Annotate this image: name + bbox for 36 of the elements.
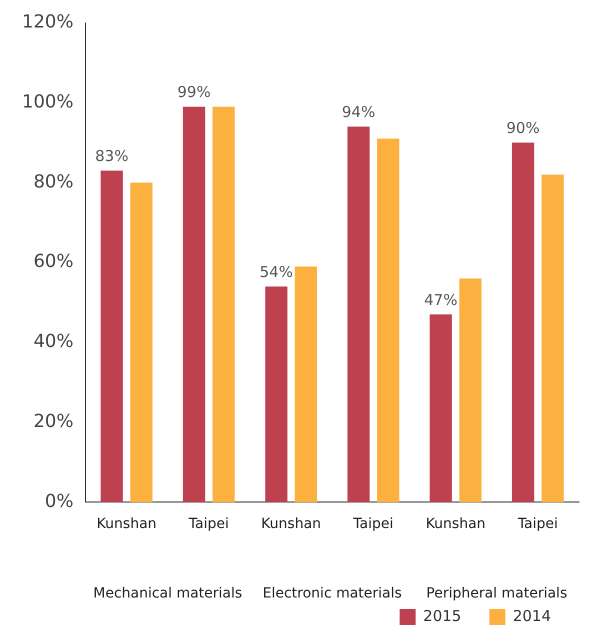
y-tick-label: 120% [22, 11, 74, 32]
bar [347, 126, 370, 502]
legend-label: 2014 [512, 606, 552, 625]
data-label: 90% [506, 119, 540, 138]
bar [542, 174, 564, 502]
x-tick-label: Taipei [188, 516, 229, 532]
bar [377, 138, 400, 502]
text: Mechanical materials [93, 586, 242, 602]
legend-label: 2015 [423, 606, 462, 625]
text: Peripheral materials [426, 586, 568, 602]
y-tick-label: 0% [44, 490, 74, 512]
data-label: 94% [342, 103, 376, 122]
data-label: 83% [95, 147, 128, 166]
y-tick-label: 20% [33, 410, 74, 432]
x-tick-label: Taipei [516, 516, 558, 532]
x-tick-label: Kunshan [261, 516, 322, 532]
data-label: 54% [260, 262, 293, 281]
x-tick-label: Kunshan [426, 516, 486, 532]
text: Electronic materials [262, 586, 402, 602]
bar [294, 266, 318, 502]
bar [265, 286, 288, 502]
x-tick-label: Kunshan [96, 516, 157, 532]
x-tick-label: Taipei [352, 516, 394, 532]
bar [430, 314, 452, 502]
y-tick-label: 40% [33, 331, 74, 352]
data-label: 47% [424, 290, 458, 309]
bar [212, 106, 235, 502]
y-tick-label: 60% [33, 251, 74, 272]
y-tick-label: 100% [22, 91, 74, 112]
bar [130, 182, 152, 502]
bar [459, 278, 482, 502]
bar [100, 170, 123, 502]
y-tick-label: 80% [33, 171, 74, 192]
bar [512, 142, 534, 502]
bar [182, 106, 206, 502]
data-label: 99% [177, 83, 211, 102]
